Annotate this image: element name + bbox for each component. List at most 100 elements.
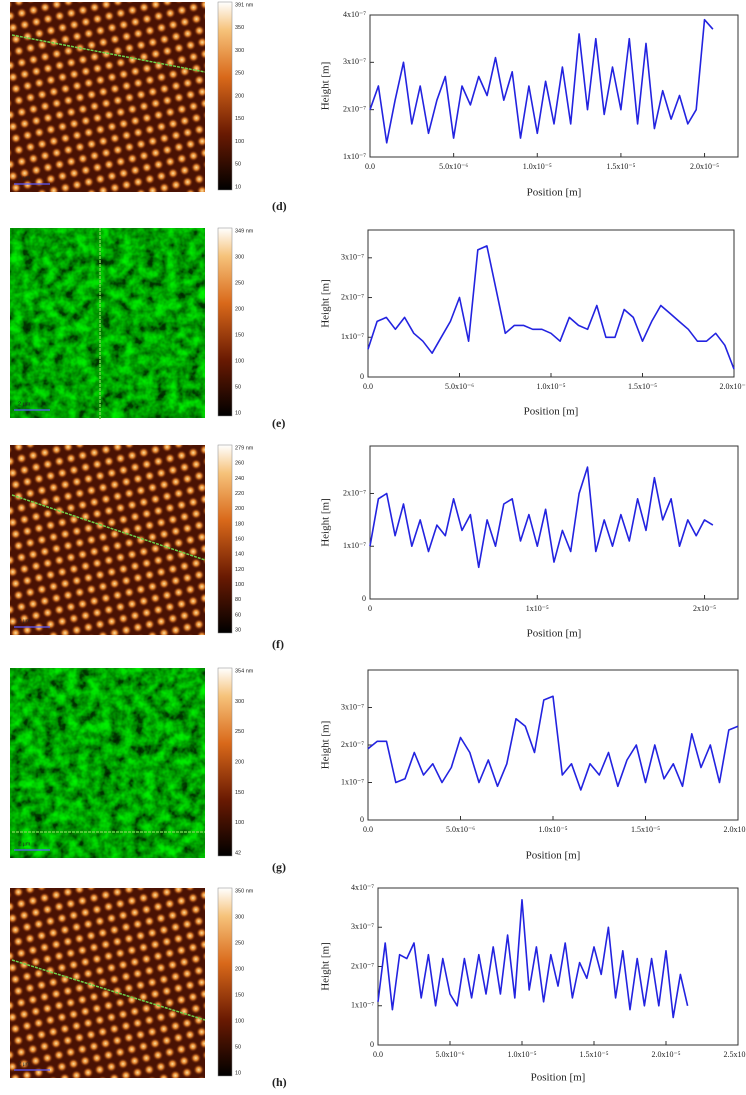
- y-tick-label: 0: [360, 372, 364, 381]
- colorbar-label: 150: [235, 790, 244, 796]
- colorbar-label: 349 nm: [235, 228, 254, 234]
- x-tick-label: 0.0: [363, 825, 373, 834]
- afm-panel: 2 µm 354 nm 300 250 200 150 100 42 (g): [10, 667, 286, 874]
- colorbar-label: 200: [235, 306, 244, 312]
- panel-label: (e): [272, 416, 285, 430]
- colorbar-label: 50: [235, 384, 241, 390]
- y-tick-label: 0: [360, 815, 364, 824]
- x-tick-label: 1.0x10⁻⁵: [536, 382, 565, 391]
- colorbar-label: 160: [235, 536, 244, 542]
- y-tick-label: 1x10⁻⁷: [341, 777, 364, 786]
- colorbar-label: 150: [235, 116, 244, 122]
- x-tick-label: 2x10⁻⁵: [693, 604, 716, 613]
- y-axis-title: Height [m]: [320, 279, 332, 328]
- colorbar-label: 300: [235, 914, 244, 920]
- x-tick-label: 2.0x10⁻⁵: [651, 1050, 680, 1059]
- x-axis-title: Position [m]: [524, 406, 579, 418]
- colorbar-label: 391 nm: [235, 2, 254, 8]
- y-axis-title: Height [m]: [320, 498, 332, 547]
- profile-chart: 0.0 5.0x10⁻⁶ 1.0x10⁻⁵ 1.5x10⁻⁵ 2.0x10⁻⁵ 0 1x10…: [320, 669, 746, 862]
- plot-frame: [367, 229, 735, 378]
- colorbar-label: 60: [235, 612, 241, 618]
- y-tick-label: 2x10⁻⁷: [351, 961, 374, 970]
- y-tick-label: 4x10⁻⁷: [351, 883, 374, 892]
- profile-line: [11, 959, 206, 1021]
- y-axis-title: Height [m]: [320, 942, 332, 991]
- x-tick-label: 1.5x10⁻⁵: [631, 825, 660, 834]
- x-tick-label: 1.0x10⁻⁵: [538, 825, 567, 834]
- colorbar-label: 100: [235, 139, 244, 145]
- colorbar-label: 100: [235, 358, 244, 364]
- y-tick-label: 1x10⁻⁷: [351, 1001, 374, 1010]
- profile-line: [11, 34, 206, 73]
- colorbar-label: 200: [235, 966, 244, 972]
- y-tick-label: 0: [362, 594, 366, 603]
- colorbar-label: 50: [235, 1044, 241, 1050]
- y-tick-label: 3x10⁻⁷: [351, 922, 374, 931]
- x-tick-label: 0.0: [365, 162, 375, 171]
- profile-chart: 0.0 5.0x10⁻⁶ 1.0x10⁻⁵ 1.5x10⁻⁵ 2.0x10⁻⁵ 2.5x1…: [320, 883, 746, 1084]
- afm-image: [10, 228, 205, 418]
- afm-image: [10, 888, 205, 1078]
- y-tick-label: 3x10⁻⁷: [343, 57, 366, 66]
- profile-chart: 0.0 5.0x10⁻⁶ 1.0x10⁻⁵ 1.5x10⁻⁵ 2.0x10⁻⁵ 1x10⁻…: [320, 10, 739, 199]
- colorbar-label: 10: [235, 184, 241, 190]
- y-tick-label: 1x10⁻⁷: [343, 152, 366, 161]
- panel-label: (g): [272, 860, 286, 874]
- x-tick-label: 2.0x10⁻⁵: [690, 162, 719, 171]
- colorbar-label: 200: [235, 506, 244, 512]
- colorbar-label: 180: [235, 521, 244, 527]
- colorbar: [217, 1, 233, 191]
- colorbar-label: 100: [235, 582, 244, 588]
- x-axis-title: Position [m]: [526, 850, 581, 862]
- x-axis-title: Position [m]: [527, 187, 582, 199]
- colorbar-label: 250: [235, 71, 244, 77]
- plot-frame: [369, 445, 739, 600]
- profile-line: [11, 494, 206, 561]
- colorbar-label: 150: [235, 332, 244, 338]
- profile-curve: [369, 18, 714, 144]
- y-tick-label: 2x10⁻⁷: [341, 740, 364, 749]
- colorbar-label: 350: [235, 25, 244, 31]
- profile-chart: 0.0 5.0x10⁻⁶ 1.0x10⁻⁵ 1.5x10⁻⁵ 2.0x10⁻⁵ 0 1x10…: [320, 229, 746, 418]
- x-tick-label: 1.0x10⁻⁵: [523, 162, 552, 171]
- plot-frame: [377, 887, 739, 1046]
- colorbar-label: 120: [235, 567, 244, 573]
- y-axis-title: Height [m]: [320, 62, 332, 111]
- colorbar-label: 250: [235, 280, 244, 286]
- panel-label: (h): [272, 1075, 287, 1089]
- colorbar-label: 30: [235, 627, 241, 633]
- scale-bar-label: 2 µm: [18, 1061, 31, 1067]
- scale-bar-label: 2 µm: [18, 175, 31, 181]
- colorbar-label: 140: [235, 552, 244, 558]
- colorbar-label: 260: [235, 461, 244, 467]
- colorbar-label: 150: [235, 992, 244, 998]
- x-tick-label: 1.5x10⁻⁵: [579, 1050, 608, 1059]
- panel-label: (f): [272, 637, 284, 651]
- x-axis-title: Position [m]: [531, 1072, 586, 1084]
- colorbar-label: 100: [235, 820, 244, 826]
- colorbar-label: 250: [235, 940, 244, 946]
- afm-image: [10, 668, 205, 858]
- y-tick-label: 4x10⁻⁷: [343, 10, 366, 19]
- x-axis-title: Position [m]: [527, 628, 582, 640]
- colorbar-label: 300: [235, 699, 244, 705]
- x-tick-label: 0.0: [373, 1050, 383, 1059]
- colorbar-label: 10: [235, 410, 241, 416]
- x-tick-label: 0: [368, 604, 372, 613]
- afm-panel: 2 µm 279 nm 260 240 220 200 180 160 140 120 100 80 6…: [10, 444, 284, 651]
- scale-bar-label: 2 µm: [18, 841, 31, 847]
- profile-chart: 0 1x10⁻⁵ 2x10⁻⁵ 0 1x10⁻⁷ 2x10⁻⁷ Position [m] He…: [320, 445, 739, 640]
- y-tick-label: 2x10⁻⁷: [341, 292, 364, 301]
- plot-frame: [367, 669, 739, 821]
- x-tick-label: 2.5x10⁻⁵: [723, 1050, 746, 1059]
- colorbar: [217, 667, 233, 857]
- y-tick-label: 3x10⁻⁷: [341, 253, 364, 262]
- profile-curve: [367, 245, 735, 370]
- x-tick-label: 2.0x10⁻⁵: [719, 382, 746, 391]
- afm-image: [10, 2, 205, 192]
- x-tick-label: 1.0x10⁻⁵: [507, 1050, 536, 1059]
- colorbar: [217, 227, 233, 417]
- colorbar-label: 100: [235, 1018, 244, 1024]
- profile-curve: [369, 466, 714, 569]
